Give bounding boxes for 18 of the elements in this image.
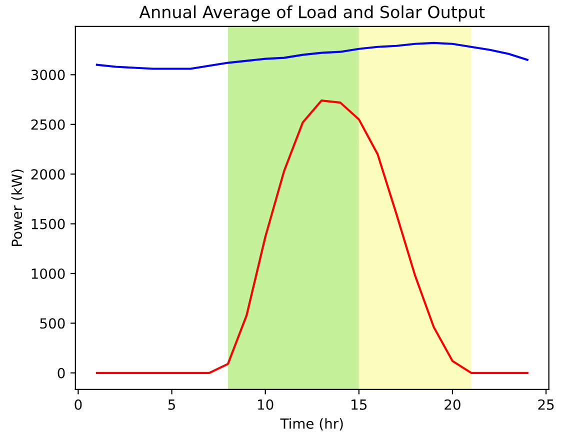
x-tick-label: 5 [168,400,175,410]
x-tick-label: 20 [444,399,460,410]
chart-title: Annual Average of Load and Solar Output [139,5,485,22]
y-tick-label: 1000 [32,268,65,279]
x-tick-label: 0 [74,399,82,410]
y-tick-label: 2500 [31,119,65,130]
x-tick-label: 10 [258,399,274,410]
x-axis-title: Time (hr) [280,418,343,431]
y-tick-label: 0 [58,368,65,378]
y-tick-label: 2000 [31,169,65,180]
y-tick-label: 3000 [31,70,65,80]
y-tick-label: 500 [40,318,65,329]
line-series [96,100,528,374]
y-tick-label: 1500 [32,218,65,230]
x-tick-label: 15 [352,400,367,410]
x-tick-label: 25 [538,399,554,410]
line-series [96,42,528,70]
y-axis-title: Power (kW) [11,170,24,246]
